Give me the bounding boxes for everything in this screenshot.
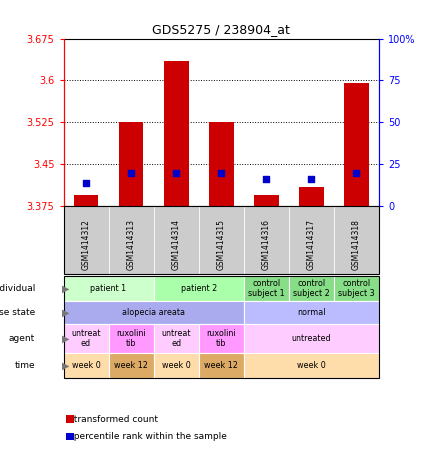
Text: ▶: ▶ bbox=[62, 361, 70, 371]
Text: disease state: disease state bbox=[0, 308, 35, 317]
Text: ruxolini
tib: ruxolini tib bbox=[206, 329, 236, 348]
Text: week 0: week 0 bbox=[72, 361, 100, 370]
Text: ▶: ▶ bbox=[62, 284, 70, 294]
Text: normal: normal bbox=[297, 308, 325, 317]
Point bbox=[218, 169, 225, 176]
Bar bbox=[299, 187, 324, 206]
Bar bbox=[74, 195, 99, 206]
Text: week 0: week 0 bbox=[297, 361, 326, 370]
Text: control
subject 1: control subject 1 bbox=[248, 279, 285, 299]
Text: GSM1414317: GSM1414317 bbox=[307, 218, 316, 270]
Text: patient 2: patient 2 bbox=[180, 284, 217, 293]
Text: control
subject 2: control subject 2 bbox=[293, 279, 330, 299]
Bar bbox=[209, 122, 233, 206]
Point bbox=[127, 169, 134, 176]
Text: percentile rank within the sample: percentile rank within the sample bbox=[68, 432, 227, 441]
Bar bbox=[344, 83, 369, 206]
Point bbox=[353, 169, 360, 176]
Title: GDS5275 / 238904_at: GDS5275 / 238904_at bbox=[152, 23, 290, 36]
Bar bbox=[119, 122, 144, 206]
Text: GSM1414314: GSM1414314 bbox=[172, 218, 180, 270]
Text: ruxolini
tib: ruxolini tib bbox=[116, 329, 146, 348]
Point bbox=[82, 179, 89, 186]
Text: control
subject 3: control subject 3 bbox=[338, 279, 374, 299]
Point bbox=[263, 176, 270, 183]
Text: GSM1414316: GSM1414316 bbox=[262, 218, 271, 270]
Text: time: time bbox=[14, 361, 35, 370]
Point bbox=[173, 169, 180, 176]
Text: patient 1: patient 1 bbox=[91, 284, 127, 293]
Text: alopecia areata: alopecia areata bbox=[122, 308, 185, 317]
Text: GSM1414312: GSM1414312 bbox=[81, 219, 91, 270]
Text: week 12: week 12 bbox=[204, 361, 238, 370]
Text: week 12: week 12 bbox=[114, 361, 148, 370]
Text: untreat
ed: untreat ed bbox=[161, 329, 191, 348]
Text: GSM1414313: GSM1414313 bbox=[127, 218, 136, 270]
Text: GSM1414318: GSM1414318 bbox=[352, 219, 361, 270]
Text: untreated: untreated bbox=[291, 334, 331, 343]
Text: individual: individual bbox=[0, 284, 35, 293]
Bar bbox=[254, 195, 279, 206]
Text: agent: agent bbox=[9, 334, 35, 343]
Text: transformed count: transformed count bbox=[68, 414, 158, 424]
Text: untreat
ed: untreat ed bbox=[71, 329, 101, 348]
Text: week 0: week 0 bbox=[162, 361, 191, 370]
Text: GSM1414315: GSM1414315 bbox=[217, 218, 226, 270]
Text: ▶: ▶ bbox=[62, 333, 70, 344]
Point bbox=[308, 176, 315, 183]
Text: ▶: ▶ bbox=[62, 308, 70, 318]
Bar bbox=[164, 61, 188, 206]
